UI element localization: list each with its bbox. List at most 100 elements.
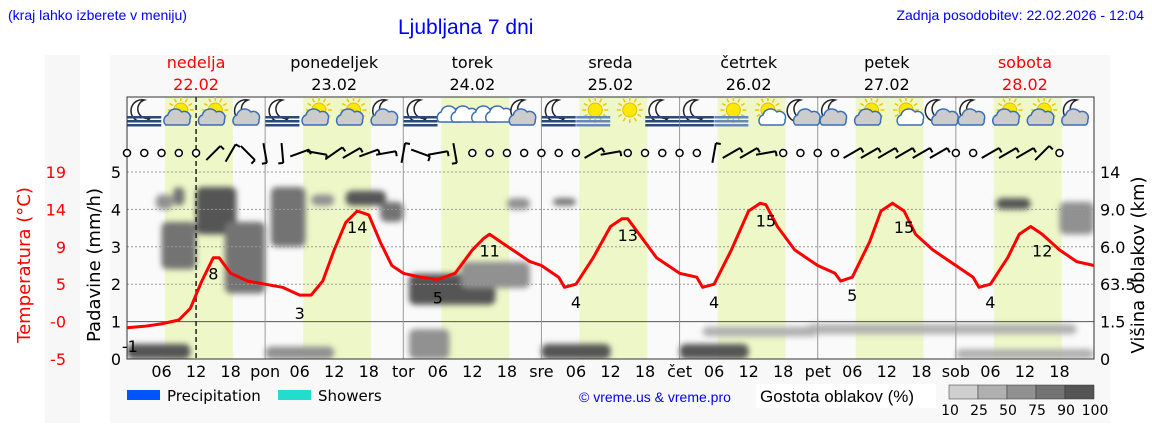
wind-barb-flag — [998, 147, 1003, 153]
cloud-cover-patch — [196, 186, 237, 235]
wind-barb-icon — [998, 147, 1020, 159]
wind-barb-icon — [860, 147, 882, 159]
moon-cloud-icon — [508, 99, 537, 126]
cloud-shape — [992, 108, 1020, 126]
sun-cloud-icon — [197, 97, 229, 126]
sun-cloud-icon — [301, 97, 332, 126]
time-tick-label: čet — [667, 362, 692, 381]
sun-ray — [864, 98, 868, 103]
temp-axis-panel — [45, 55, 80, 423]
cloud-cover-patch — [265, 346, 335, 359]
temp-tick-label: 19 — [46, 163, 66, 182]
calm-wind-icon — [554, 148, 563, 158]
wind-barb-flag — [894, 147, 899, 153]
sun-ray — [737, 98, 741, 103]
cloud-cover-patch — [173, 186, 185, 206]
fog-line — [645, 124, 680, 127]
cloud-cover-patch — [996, 198, 1031, 210]
fog-line — [541, 120, 576, 123]
sun-ray — [726, 98, 730, 103]
wind-barb-icon — [410, 148, 431, 162]
precip-tick-label: 2 — [111, 275, 121, 294]
cloud-density-swatch — [1035, 384, 1066, 400]
cloud-height-tick-label: 63.5 — [1100, 275, 1136, 294]
sun-ray — [360, 102, 366, 107]
wind-barb-icon — [584, 147, 606, 159]
wind-barb-flag — [261, 161, 268, 165]
fog-line — [541, 116, 576, 119]
day-name: ponedeljek — [290, 53, 379, 72]
cloud-density-level: 75 — [1028, 403, 1046, 419]
sun-ray — [208, 98, 212, 103]
cloud-cover-patch — [955, 349, 1094, 359]
credit-link[interactable]: © vreme.us & vreme.pro — [579, 389, 731, 405]
fog-line — [645, 120, 680, 123]
wind-barb-flag — [929, 147, 934, 153]
wind-barb-shaft — [289, 148, 310, 158]
fog-line — [645, 116, 680, 119]
wind-barb-icon — [1034, 145, 1054, 161]
cloud-density-level: 90 — [1057, 403, 1075, 419]
sun-cloud-icon — [992, 97, 1023, 126]
calm-wind-icon — [537, 148, 546, 158]
sun-ray — [618, 102, 623, 107]
sun-disc — [622, 102, 638, 118]
daylight-band — [303, 97, 372, 359]
calm-wind-icon — [675, 148, 684, 158]
wind-barb-icon — [325, 146, 347, 160]
sun-ray — [998, 102, 1003, 107]
sun-ray — [173, 98, 177, 103]
wind-barb-shaft — [280, 142, 285, 164]
wind-barb-shaft — [224, 143, 237, 163]
cloud-cover-patch — [155, 194, 174, 210]
wind-barb-shaft — [877, 147, 896, 159]
cloud-height-tick-label: 0 — [1100, 350, 1110, 369]
time-tick-label: 18 — [359, 362, 379, 381]
fog-line — [127, 120, 162, 123]
moon-cloud-icon — [1061, 99, 1090, 126]
page-title: Ljubljana 7 dni — [398, 16, 534, 39]
sun-ray — [1032, 102, 1037, 107]
temperature-value-label: 5 — [847, 286, 857, 305]
cloud-cover-patch — [127, 344, 191, 359]
cloud-cover-patch — [506, 198, 530, 210]
calm-wind-icon — [968, 148, 978, 158]
sun-ray — [859, 102, 865, 107]
wind-barb-shaft — [600, 150, 621, 156]
wind-barb-flag — [601, 147, 606, 153]
wind-barb-flag — [404, 142, 411, 146]
sun-ray — [222, 102, 227, 107]
wind-barb-shaft — [452, 142, 458, 164]
wind-barb-flag — [911, 147, 917, 153]
wind-barb-shaft — [342, 147, 361, 159]
sun-ray — [622, 98, 626, 103]
time-tick-label: 18 — [911, 362, 931, 381]
time-tick-label: 06 — [704, 362, 724, 381]
wind-barb-shaft — [205, 145, 222, 161]
sun-cloud-icon — [1026, 97, 1058, 126]
cloud-shape — [853, 108, 882, 126]
wind-barb-flag — [619, 151, 623, 157]
temperature-value-label: 15 — [756, 212, 776, 231]
sun-ray — [633, 98, 637, 103]
sun-ray — [588, 98, 592, 103]
sun-ray — [311, 98, 316, 103]
cloud-cover-patch — [702, 326, 818, 337]
wind-barb-shaft — [584, 147, 603, 159]
sun-ray — [637, 102, 642, 107]
time-tick-label: 18 — [497, 362, 517, 381]
wind-barb-icon — [894, 147, 917, 159]
cloud-height-tick-label: 9.0 — [1100, 200, 1125, 219]
cloud-shape — [819, 108, 848, 126]
sun-small-cloud-icon — [754, 97, 787, 126]
wind-barb-icon — [739, 147, 761, 159]
cloud-cover-patch — [161, 221, 197, 270]
sun-cloud-icon — [853, 97, 885, 126]
day-date: 25.02 — [588, 75, 634, 94]
sun-ray — [775, 102, 780, 107]
fog-line — [714, 116, 749, 119]
wind-barb-shaft — [262, 142, 268, 164]
day-name: sobota — [998, 53, 1052, 72]
calm-wind-icon — [571, 148, 581, 158]
fog-line — [576, 116, 611, 119]
